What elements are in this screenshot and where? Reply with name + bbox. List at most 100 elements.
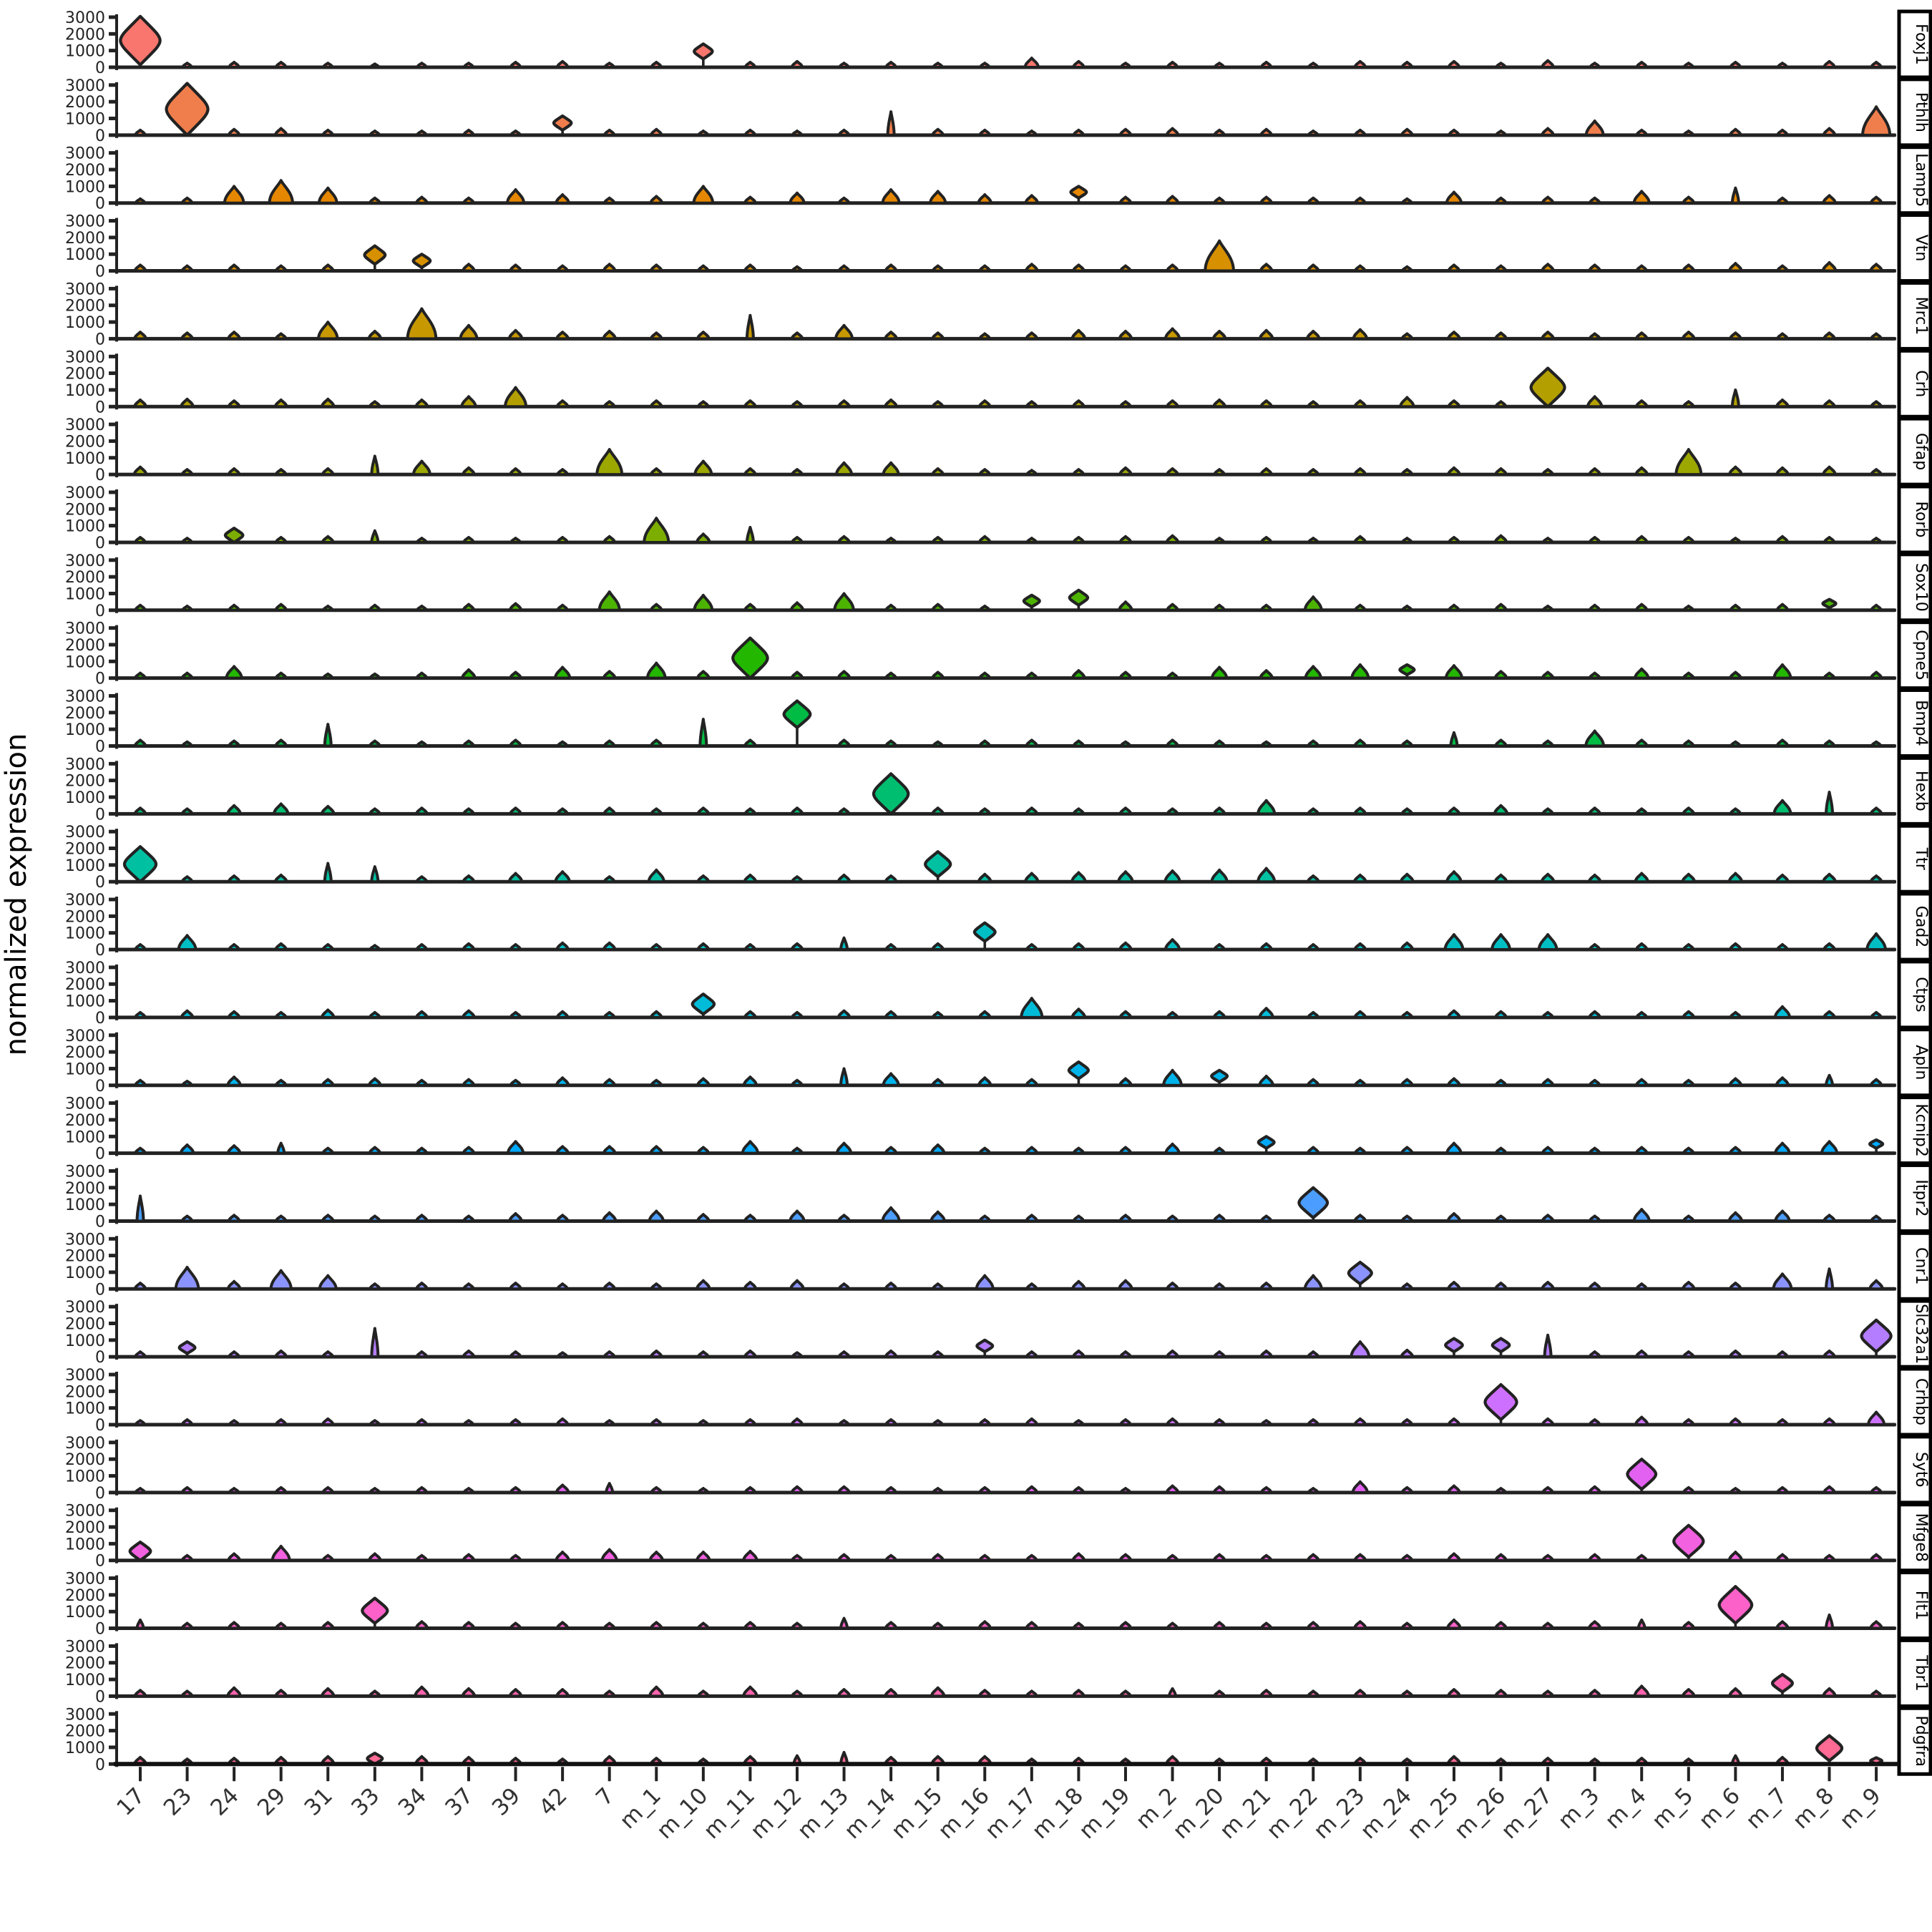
violin	[1868, 1279, 1884, 1291]
violin	[369, 400, 381, 409]
violin	[1213, 603, 1226, 612]
violin	[180, 671, 194, 680]
x-tick-label: m_22	[1262, 1782, 1323, 1844]
violin	[1258, 1007, 1274, 1019]
violin	[602, 329, 617, 341]
strip-label-box	[1897, 960, 1932, 1030]
x-tick-label: m_11	[698, 1782, 760, 1844]
violin	[1717, 1585, 1754, 1625]
violin	[1775, 535, 1790, 544]
violin	[1447, 1077, 1461, 1087]
violin	[1541, 739, 1554, 748]
y-tick	[109, 336, 115, 341]
violin	[1118, 1621, 1133, 1630]
violin	[837, 1282, 851, 1291]
y-tick-label: 2000	[65, 976, 105, 994]
violin	[180, 1689, 194, 1698]
y-tick-label: 2000	[65, 908, 105, 926]
violin	[697, 400, 710, 409]
violin	[1821, 260, 1838, 273]
violin	[322, 672, 334, 680]
y-tick-label: 2000	[65, 298, 105, 316]
violin	[930, 1210, 946, 1223]
violin	[555, 1145, 570, 1155]
violin	[1541, 1010, 1554, 1019]
violin	[1445, 1141, 1463, 1155]
y-tick-label: 1000	[65, 43, 105, 61]
violin	[227, 1214, 241, 1223]
violin	[416, 537, 428, 544]
y-tick	[109, 1219, 115, 1223]
x-tick	[1452, 1767, 1455, 1782]
violin	[837, 1485, 851, 1494]
violin	[367, 329, 383, 341]
violin	[742, 1075, 758, 1087]
violin	[462, 1553, 476, 1562]
y-tick	[109, 863, 115, 867]
violin	[416, 604, 428, 612]
violin	[134, 1350, 147, 1359]
violin	[789, 1209, 806, 1223]
y-tick	[109, 1558, 115, 1563]
x-tick	[1077, 1767, 1080, 1782]
violin	[323, 862, 333, 884]
violin	[1447, 59, 1461, 69]
violin	[1118, 535, 1133, 544]
violin	[361, 1596, 389, 1625]
y-tick	[109, 1406, 115, 1410]
violin	[1213, 1282, 1226, 1291]
y-tick-label: 0	[95, 1078, 105, 1096]
violin	[1776, 128, 1789, 137]
violin	[555, 331, 570, 341]
violin	[1212, 1621, 1226, 1630]
violin	[1119, 62, 1132, 69]
strip-label-box	[1897, 824, 1932, 894]
violin	[181, 604, 193, 612]
y-tick	[109, 829, 115, 834]
y-tick	[109, 1321, 115, 1325]
violin	[791, 1689, 804, 1698]
violin	[836, 873, 852, 884]
violin	[1772, 799, 1792, 816]
panel-baseline	[117, 133, 1896, 137]
violin	[1541, 604, 1554, 612]
violin	[1493, 670, 1508, 680]
y-tick	[109, 643, 115, 647]
x-tick-label: m_25	[1402, 1782, 1464, 1844]
y-tick-label: 0	[95, 1688, 105, 1706]
x-tick	[1593, 1767, 1596, 1782]
y-tick	[109, 303, 115, 308]
violin	[462, 1078, 476, 1087]
violin	[1400, 1621, 1414, 1630]
violin	[1682, 1688, 1696, 1698]
violin	[1589, 603, 1601, 612]
violin	[884, 331, 898, 341]
violin	[1400, 1010, 1414, 1019]
y-tick-label: 1000	[65, 518, 105, 536]
violin	[1213, 943, 1226, 952]
violin	[1118, 1214, 1133, 1223]
violin	[697, 264, 710, 273]
x-tick	[748, 1767, 752, 1782]
violin	[321, 804, 336, 816]
violin	[696, 1146, 711, 1155]
violin	[1118, 1010, 1133, 1019]
violin	[1072, 1621, 1085, 1630]
violin	[697, 1487, 709, 1494]
y-tick	[109, 507, 115, 511]
violin	[555, 1621, 570, 1630]
y-tick-label: 2000	[65, 433, 105, 451]
violin	[556, 1351, 569, 1359]
violin	[321, 1008, 336, 1019]
violin	[1259, 1689, 1273, 1698]
x-tick-label: 23	[159, 1782, 197, 1820]
violin	[1674, 448, 1703, 477]
violin	[743, 1418, 757, 1426]
violin	[415, 1146, 429, 1155]
y-tick-label: 2000	[65, 637, 105, 655]
y-tick-label: 1000	[65, 1400, 105, 1418]
x-tick-label: m_21	[1215, 1782, 1277, 1844]
